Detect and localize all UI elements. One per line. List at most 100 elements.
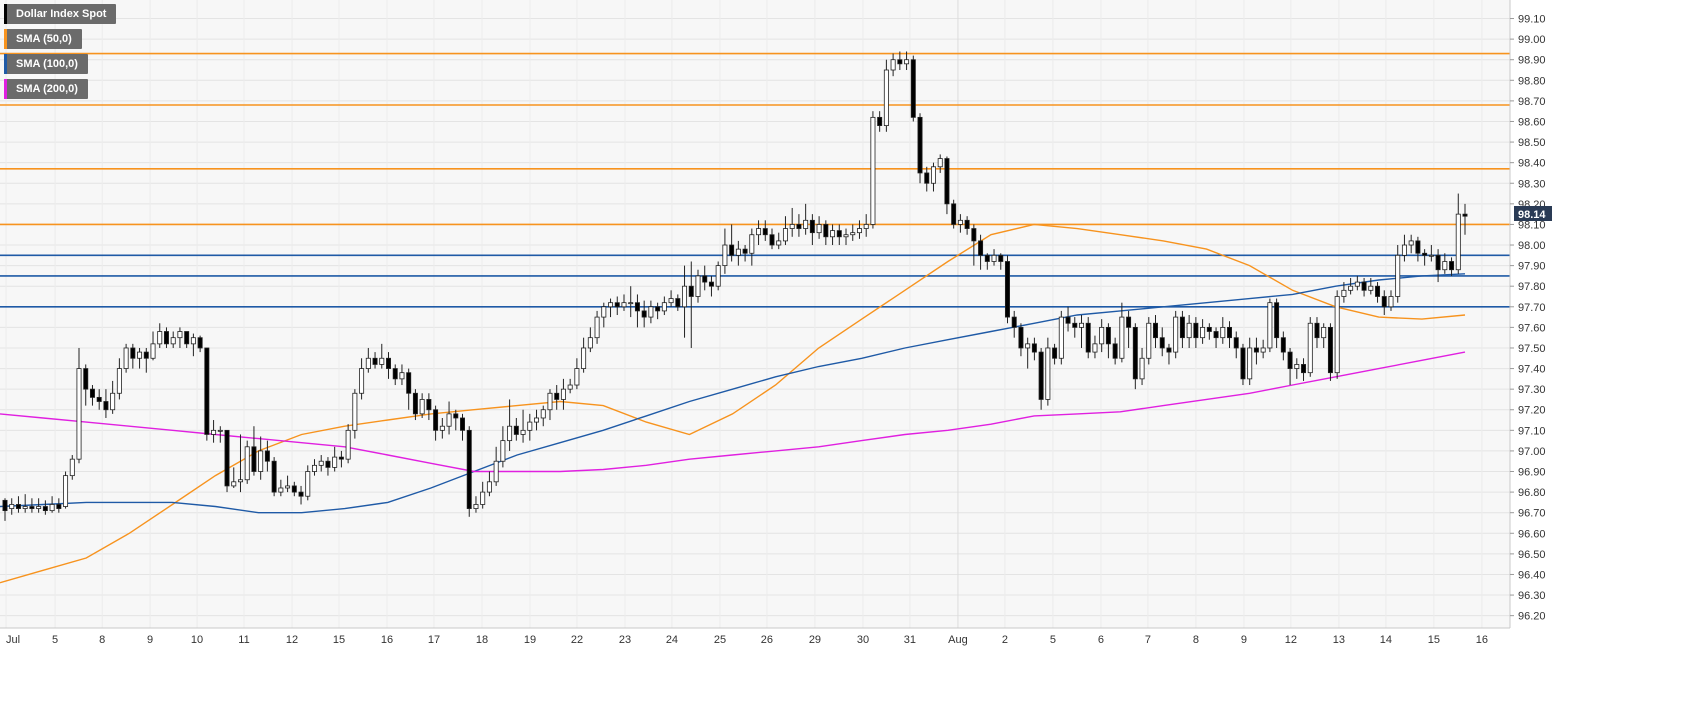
candle-body (63, 475, 69, 507)
candle (211, 420, 217, 443)
candle-body (803, 219, 809, 229)
candle-body (634, 302, 640, 312)
y-tick-label: 97.20 (1518, 405, 1546, 417)
candle-body (217, 429, 223, 432)
candle (587, 327, 593, 353)
legend-item-sma-100[interactable]: SMA (100,0) (4, 54, 88, 74)
candle (96, 389, 102, 410)
y-axis: 99.10 99.00 98.90 98.80 98.70 98.60 98.50 98.40… (1510, 14, 1546, 623)
candle (1435, 249, 1441, 283)
candle (1327, 323, 1333, 381)
candle-body (830, 230, 836, 238)
candle-body (1065, 316, 1071, 324)
legend-item-sma-50[interactable]: SMA (50,0) (4, 29, 82, 49)
candle (1132, 323, 1138, 390)
x-tick-label: 2 (1002, 634, 1008, 646)
candles (2, 51, 1468, 521)
y-tick-label: 97.80 (1518, 281, 1546, 293)
candle (547, 389, 553, 421)
x-tick-label: 16 (1476, 634, 1488, 646)
candle-body (1186, 322, 1192, 339)
candle-body (1395, 254, 1401, 297)
legend-item-sma-200[interactable]: SMA (200,0) (4, 79, 88, 99)
candle (856, 220, 862, 239)
legend-swatch-sma-100 (4, 54, 7, 74)
candle (1267, 298, 1273, 353)
x-tick-label: 17 (428, 634, 440, 646)
candle (1401, 234, 1407, 262)
candle (870, 111, 876, 229)
candle-body (1260, 347, 1266, 353)
candle-body (500, 440, 506, 462)
candle (1388, 290, 1394, 311)
candle (1274, 298, 1280, 348)
candle (130, 343, 136, 369)
candle (1294, 358, 1300, 379)
y-tick-label: 98.60 (1518, 116, 1546, 128)
candle (749, 228, 755, 266)
x-tick-label: 11 (238, 634, 249, 646)
candle-body (735, 248, 741, 256)
candle (614, 296, 620, 316)
candle-body (1361, 281, 1367, 291)
candle-body (49, 504, 55, 512)
candle-body (904, 59, 910, 65)
y-tick-label: 97.60 (1518, 322, 1546, 334)
candle-body (399, 372, 405, 380)
candle (278, 479, 284, 497)
candle (608, 298, 614, 318)
x-tick-label: 12 (1285, 634, 1297, 646)
candle-body (675, 298, 681, 308)
candle (103, 389, 109, 418)
candle-body (1455, 213, 1461, 271)
candle (809, 214, 815, 246)
candle (628, 286, 634, 318)
candle (863, 214, 869, 237)
candle (1025, 337, 1031, 369)
candle-body (930, 166, 936, 184)
candle (137, 347, 143, 369)
candle (271, 457, 277, 497)
candle (1395, 245, 1401, 303)
candle-body (312, 464, 317, 472)
candle-body (1193, 322, 1199, 339)
candle-body (520, 429, 526, 435)
y-tick-label: 96.50 (1518, 549, 1546, 561)
candle-body (614, 302, 620, 308)
candle-body (197, 337, 203, 349)
legend-item-price[interactable]: Dollar Index Spot (4, 4, 117, 24)
candle-body (190, 337, 196, 345)
y-tick-label: 96.90 (1518, 467, 1546, 479)
candle-body (150, 343, 156, 359)
candle (1139, 347, 1145, 386)
candle-body (796, 224, 802, 229)
candle-body (1253, 347, 1259, 353)
price-chart[interactable]: 99.10 99.00 98.90 98.80 98.70 98.60 98.50 98.40… (0, 0, 1555, 650)
candle (190, 333, 196, 357)
candle-body (742, 248, 748, 254)
candle (1247, 337, 1253, 386)
candle-body (756, 228, 762, 236)
candle-body (1099, 326, 1105, 345)
candle-body (460, 417, 465, 431)
candle (1361, 277, 1367, 297)
candle (675, 294, 681, 311)
candle (76, 347, 82, 464)
x-tick-label: 25 (714, 634, 726, 646)
candle (83, 364, 89, 406)
legend-label-price: Dollar Index Spot (16, 8, 107, 20)
candle (285, 475, 291, 493)
candle (601, 302, 607, 328)
x-tick-label: 5 (52, 634, 58, 646)
candle (1240, 343, 1246, 386)
candle (688, 261, 694, 348)
candle (782, 216, 788, 246)
candle (621, 294, 627, 311)
candle-body (1213, 331, 1219, 339)
candle (567, 378, 573, 394)
x-tick-label: 22 (571, 634, 583, 646)
candle (937, 154, 943, 173)
candle-body (547, 392, 553, 411)
y-tick-label: 97.00 (1518, 446, 1546, 458)
candle-body (856, 228, 862, 234)
